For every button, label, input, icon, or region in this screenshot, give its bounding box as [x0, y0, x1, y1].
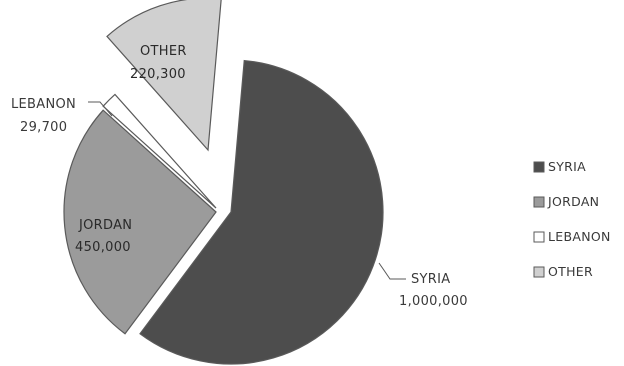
label-other-name: OTHER	[140, 44, 187, 59]
legend-label-syria: SYRIA	[548, 159, 586, 174]
legend-label-jordan: JORDAN	[547, 194, 599, 209]
legend-label-lebanon: LEBANON	[548, 229, 611, 244]
label-jordan-value: 450,000	[75, 240, 131, 255]
legend-swatch-lebanon	[533, 231, 545, 243]
legend-swatch-jordan	[533, 196, 545, 208]
legend-label-other: OTHER	[548, 264, 593, 279]
leader-lines	[88, 101, 406, 280]
pie-slice-jordan	[63, 109, 217, 335]
pie-slice-other	[106, 0, 222, 152]
legend-swatch-other	[533, 266, 545, 278]
pie-slices	[63, 0, 384, 365]
leader-line-lebanon	[88, 101, 113, 117]
legend-swatch-syria	[533, 161, 545, 173]
label-lebanon-value: 29,700	[20, 120, 67, 135]
label-jordan-name: JORDAN	[78, 218, 132, 233]
pie-slice-syria	[139, 59, 384, 365]
label-syria-name: SYRIA	[411, 272, 450, 287]
legend: SYRIA JORDAN LEBANON OTHER	[533, 159, 611, 279]
leader-line-syria	[378, 262, 406, 280]
label-lebanon-name: LEBANON	[11, 97, 76, 112]
label-other-value: 220,300	[130, 67, 186, 82]
label-syria-value: 1,000,000	[399, 294, 468, 309]
